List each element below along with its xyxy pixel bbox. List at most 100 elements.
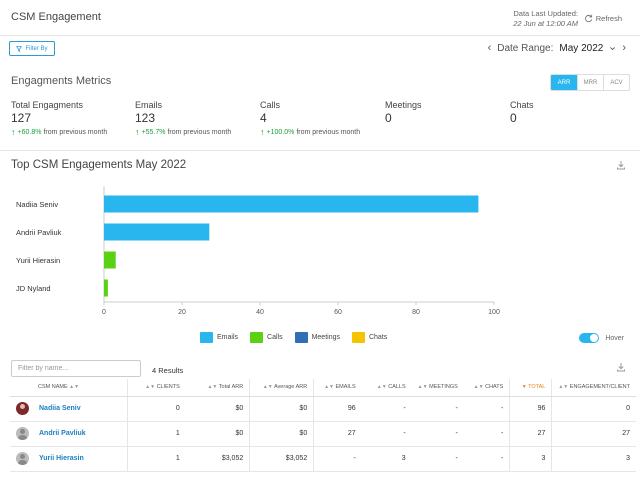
sort-icon: ▲▼ — [558, 384, 569, 391]
hover-toggle[interactable]: Hover — [579, 333, 624, 343]
category-label: Yurii Hierasin — [16, 256, 60, 265]
chart-title: Top CSM Engagements May 2022 — [11, 159, 187, 171]
metric-label: Meetings — [385, 100, 422, 110]
page-header: CSM Engagement Data Last Updated: 22 Jun… — [0, 0, 640, 36]
x-tick-label: 40 — [256, 309, 264, 316]
category-label: JD Nyland — [16, 284, 51, 293]
legend-label: Meetings — [311, 334, 340, 341]
change-suffix: from previous month — [43, 128, 108, 136]
metric-total-engagements: Total Engagments 127 ↑ +60.8% from previ… — [11, 100, 107, 137]
metric-calls: Calls 4 ↑ +100.0% from previous month — [260, 100, 360, 137]
filter-by-button[interactable]: Filter By — [9, 41, 55, 56]
legend-item-chats[interactable]: Chats — [351, 332, 388, 343]
col-total[interactable]: ▼ TOTAL — [509, 379, 552, 397]
refresh-icon — [584, 14, 592, 23]
table-row: Nadiia Seniv 0 $0 $0 96 - - - 96 0 — [10, 396, 636, 422]
metric-value: 127 — [11, 111, 32, 125]
metric-value: 0 — [385, 111, 392, 125]
emails-cell: - — [313, 446, 362, 472]
chart-legend: Emails Calls Meetings Chats — [200, 332, 387, 343]
toggle-arr[interactable]: ARR — [551, 75, 577, 90]
meetings-cell: - — [411, 396, 464, 422]
sort-icon: ▲▼ — [69, 384, 80, 391]
sort-icon: ▲▼ — [324, 384, 334, 391]
col-csm-name[interactable]: CSM NAME ▲▼ — [10, 379, 128, 397]
metric-change: ↑ +100.0% from previous month — [260, 127, 360, 137]
metric-label: Calls — [260, 100, 281, 110]
table-row: Andrii Pavliuk 1 $0 $0 27 - - - 27 27 — [10, 421, 636, 447]
engagement-per-client-cell: 3 — [551, 446, 636, 472]
total-cell: 27 — [509, 421, 552, 447]
avatar — [16, 452, 29, 465]
total-cell: 3 — [509, 446, 552, 472]
metric-label: Total Engagments — [11, 100, 84, 110]
total-arr-cell: $3,052 — [185, 446, 250, 472]
legend-label: Chats — [368, 334, 388, 341]
updated-timestamp: 22 Jun at 12:00 AM — [513, 19, 578, 28]
data-updated: Data Last Updated: 22 Jun at 12:00 AM — [513, 9, 578, 29]
sort-icon: ▲▼ — [473, 384, 484, 391]
bar-emails — [104, 223, 210, 241]
chevron-down-icon[interactable] — [609, 45, 616, 52]
col-clients[interactable]: ▲▼ CLIENTS — [127, 379, 186, 397]
download-icon[interactable] — [616, 160, 626, 170]
calls-cell: - — [361, 421, 412, 447]
x-tick-label: 100 — [488, 309, 500, 316]
metrics-title: Engagments Metrics — [11, 75, 112, 87]
refresh-button[interactable]: Refresh — [584, 14, 622, 23]
prev-month-icon[interactable]: ‹ — [487, 42, 492, 54]
csm-table: CSM NAME ▲▼ ▲▼ CLIENTS ▲▼ Total ARR ▲▼ A… — [10, 379, 636, 472]
avg-arr-cell: $3,052 — [249, 446, 314, 472]
legend-item-calls[interactable]: Calls — [250, 332, 283, 343]
arrow-up-icon: ↑ — [260, 127, 265, 137]
date-range-label: Date Range: — [497, 42, 554, 54]
col-emails[interactable]: ▲▼ EMAILS — [313, 379, 362, 397]
avatar — [16, 427, 29, 440]
col-meetings[interactable]: ▲▼ MEETINGS — [411, 379, 464, 397]
avg-arr-cell: $0 — [249, 421, 314, 447]
metric-type-toggle: ARR MRR ACV — [550, 74, 630, 91]
emails-cell: 27 — [313, 421, 362, 447]
refresh-label: Refresh — [595, 14, 622, 23]
toggle-mrr[interactable]: MRR — [577, 75, 603, 90]
col-engagement-per-client[interactable]: ▲▼ ENGAGEMENT/CLIENT — [551, 379, 636, 397]
col-calls[interactable]: ▲▼ CALLS — [361, 379, 412, 397]
engagement-bar-chart: Nadiia Seniv Andrii Pavliuk Yurii Hierasin… — [16, 186, 500, 316]
sort-icon: ▲▼ — [376, 384, 387, 391]
col-average-arr[interactable]: ▲▼ Average ARR — [249, 379, 314, 397]
csm-name-link[interactable]: Andrii Pavliuk — [39, 430, 86, 437]
filter-by-name-input[interactable] — [11, 360, 141, 377]
legend-swatch — [250, 332, 264, 343]
table-row: Yurii Hierasin 1 $3,052 $3,052 - 3 - - 3… — [10, 446, 636, 472]
col-total-arr[interactable]: ▲▼ Total ARR — [185, 379, 250, 397]
csm-name-link[interactable]: Yurii Hierasin — [39, 455, 84, 462]
sort-icon: ▲▼ — [207, 384, 218, 391]
col-chats[interactable]: ▲▼ CHATS — [463, 379, 510, 397]
x-tick-label: 20 — [178, 309, 186, 316]
legend-swatch — [294, 332, 308, 343]
metric-value: 0 — [510, 111, 517, 125]
next-month-icon[interactable]: › — [622, 42, 626, 54]
date-range-value[interactable]: May 2022 — [559, 42, 604, 54]
change-suffix: from previous month — [167, 128, 232, 136]
change-percent: +55.7% — [141, 128, 166, 136]
hover-switch[interactable] — [579, 333, 600, 343]
bar-calls — [104, 279, 108, 297]
toggle-acv[interactable]: ACV — [603, 75, 629, 90]
bar-emails — [104, 195, 479, 213]
engagement-per-client-cell: 27 — [551, 421, 636, 447]
avatar — [16, 402, 29, 415]
csm-name-link[interactable]: Nadiia Seniv — [39, 405, 81, 412]
legend-item-meetings[interactable]: Meetings — [294, 332, 340, 343]
metric-label: Chats — [510, 100, 534, 110]
hover-label: Hover — [605, 334, 624, 342]
bar-calls — [104, 251, 116, 269]
metric-emails: Emails 123 ↑ +55.7% from previous month — [135, 100, 231, 137]
clients-cell: 1 — [127, 446, 186, 472]
metric-label: Emails — [135, 100, 163, 110]
total-arr-cell: $0 — [185, 396, 250, 422]
download-icon[interactable] — [616, 362, 626, 372]
filter-bar: Filter By ‹ Date Range: May 2022 › — [0, 36, 640, 64]
legend-item-emails[interactable]: Emails — [200, 332, 238, 343]
csm-name-cell: Yurii Hierasin — [10, 446, 128, 472]
